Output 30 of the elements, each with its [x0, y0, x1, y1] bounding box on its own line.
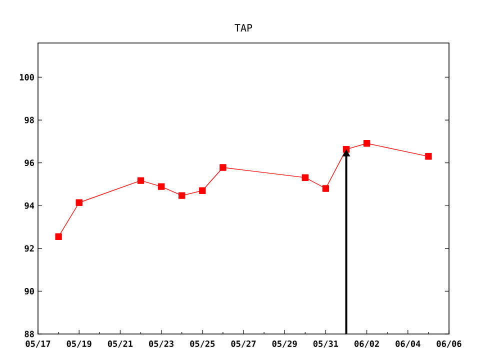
- point: [425, 153, 432, 160]
- y-tick-label: 96: [24, 160, 34, 166]
- x-tick-label: 05/21: [108, 340, 133, 348]
- point: [199, 187, 206, 194]
- y-tick-label: 92: [24, 245, 34, 252]
- point: [178, 192, 186, 199]
- point: [55, 233, 62, 240]
- x-tick-label: 05/31: [313, 340, 338, 348]
- point: [302, 174, 308, 181]
- x-tick-label: 05/19: [66, 340, 92, 348]
- x-tick-label: 06/04: [396, 340, 420, 348]
- x-tick-label: 06/02: [354, 340, 379, 348]
- point: [322, 185, 330, 192]
- y-tick-label: 98: [24, 116, 34, 124]
- point: [137, 177, 144, 184]
- y-tick-label: 88: [24, 330, 34, 338]
- y-tick-label: 100: [20, 74, 34, 80]
- x-tick-label: 05/25: [190, 340, 215, 348]
- point: [76, 199, 82, 206]
- point: [363, 140, 370, 147]
- x-tick-label: 05/29: [272, 340, 297, 348]
- x-tick-label: 05/17: [26, 340, 50, 348]
- x-tick-label: 05/23: [149, 340, 174, 348]
- x-tick-label: 06/06: [436, 340, 462, 348]
- chart-title: TAP: [234, 24, 252, 32]
- point: [158, 183, 165, 190]
- point: [220, 164, 226, 171]
- y-tick-label: 94: [24, 202, 34, 209]
- x-tick-label: 05/27: [231, 340, 256, 348]
- y-tick-label: 90: [24, 288, 34, 294]
